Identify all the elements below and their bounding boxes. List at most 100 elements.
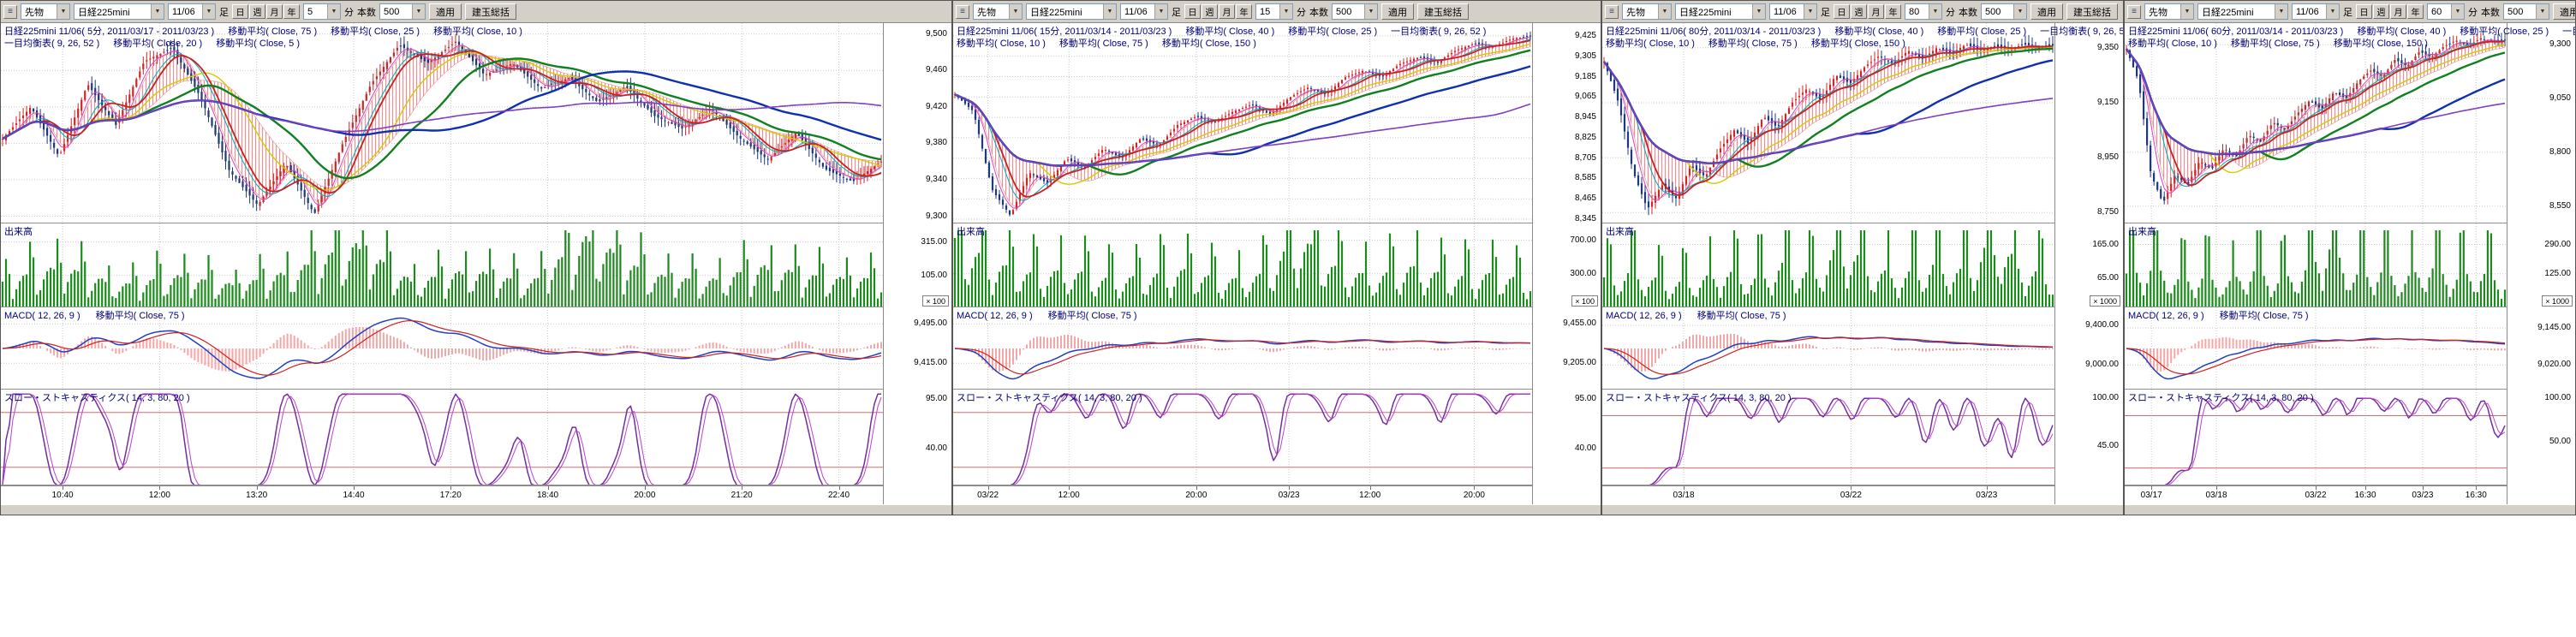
contract-month-select[interactable]: 11/06 ▼ (168, 3, 216, 20)
positions-summary-button[interactable]: 建玉総括 (1417, 3, 1469, 20)
apply-button[interactable]: 適用 (2030, 3, 2063, 20)
market-select[interactable]: 先物 ▼ (1622, 3, 1672, 20)
window-menu-icon[interactable]: ≡ (2127, 4, 2141, 19)
symbol-select[interactable]: 日経225mini ▼ (74, 3, 164, 20)
symbol-select[interactable]: 日経225mini ▼ (1026, 3, 1117, 20)
period-button-日[interactable]: 日 (1834, 4, 1850, 19)
time-axis-label: 21:20 (730, 491, 753, 500)
price-pane[interactable] (1602, 23, 2123, 223)
price-pane[interactable] (1, 23, 951, 223)
chevron-down-icon: ▼ (1752, 4, 1765, 19)
stoch-axis-label: 45.00 (2096, 441, 2119, 451)
market-select-value: 先物 (977, 7, 996, 18)
period-button-日[interactable]: 日 (1184, 4, 1201, 19)
chart-area: 日経225mini 11/06( 80分, 2011/03/14 - 2011/… (1602, 23, 2123, 515)
time-axis-label: 16:30 (2465, 491, 2487, 500)
symbol-select[interactable]: 日経225mini ▼ (1675, 3, 1766, 20)
volume-pane[interactable]: 出来高 (953, 223, 1601, 307)
period-button-月[interactable]: 月 (266, 4, 283, 19)
stoch-axis-label: 40.00 (925, 444, 947, 454)
volume-pane[interactable]: 出来高 (1, 223, 951, 307)
apply-button[interactable]: 適用 (1381, 3, 1414, 20)
contract-month-value: 11/06 (172, 6, 195, 17)
time-axis-label: 20:00 (1185, 491, 1208, 500)
market-select[interactable]: 先物 ▼ (973, 3, 1023, 20)
period-button-月[interactable]: 月 (1219, 4, 1235, 19)
price-axis-label: 9,460 (925, 65, 947, 75)
chart-window: ≡ 先物 ▼ 日経225mini ▼ 11/06 ▼ 足 日週月年 15 ▼ 分… (952, 0, 1601, 515)
time-axis-label: 14:40 (343, 491, 365, 500)
symbol-select-value: 日経225mini (1679, 7, 1732, 18)
macd-pane[interactable]: MACD( 12, 26, 9 ) 移動平均( Close, 75 ) (953, 307, 1601, 390)
volume-pane[interactable]: 出来高 (1602, 223, 2123, 307)
window-menu-icon[interactable]: ≡ (956, 4, 969, 19)
macd-axis-label: 9,145.00 (2537, 323, 2571, 332)
period-button-週[interactable]: 週 (249, 4, 265, 19)
time-tick (354, 486, 355, 490)
period-button-年[interactable]: 年 (2407, 4, 2424, 19)
bar-count-select[interactable]: 500 ▼ (1332, 3, 1378, 20)
chevron-down-icon: ▼ (1929, 4, 1941, 19)
apply-button[interactable]: 適用 (2553, 3, 2575, 20)
volume-chart-svg (953, 223, 1532, 307)
window-menu-icon[interactable]: ≡ (1605, 4, 1619, 19)
period-button-年[interactable]: 年 (1236, 4, 1252, 19)
time-tick (256, 486, 258, 490)
time-axis-label: 03/22 (2305, 491, 2327, 500)
contract-month-select[interactable]: 11/06 ▼ (1120, 3, 1168, 20)
apply-button[interactable]: 適用 (429, 3, 462, 20)
period-button-週[interactable]: 週 (1202, 4, 1218, 19)
bar-count-select[interactable]: 500 ▼ (379, 3, 426, 20)
period-button-年[interactable]: 年 (283, 4, 300, 19)
macd-axis-label: 9,455.00 (1563, 318, 1596, 329)
bar-count-select[interactable]: 500 ▼ (2503, 3, 2549, 20)
volume-axis-label: 300.00 (1570, 268, 1596, 278)
time-axis-label: 12:00 (1058, 491, 1080, 500)
minutes-select[interactable]: 60 ▼ (2427, 3, 2465, 20)
contract-month-select[interactable]: 11/06 ▼ (1769, 3, 1817, 20)
stochastics-pane[interactable]: スロー・ストキャスティクス( 14, 3, 80, 20 ) (1602, 390, 2123, 485)
window-menu-icon[interactable]: ≡ (3, 4, 17, 19)
time-tick (1851, 486, 1852, 490)
period-button-月[interactable]: 月 (1868, 4, 1884, 19)
price-pane[interactable] (2125, 23, 2575, 223)
period-button-週[interactable]: 週 (2373, 4, 2389, 19)
period-button-日[interactable]: 日 (2356, 4, 2372, 19)
minutes-select[interactable]: 80 ▼ (1905, 3, 1942, 20)
price-pane[interactable] (953, 23, 1601, 223)
price-axis-label: 9,500 (925, 28, 947, 39)
chart-toolbar: ≡ 先物 ▼ 日経225mini ▼ 11/06 ▼ 足 日週月年 80 ▼ 分… (1602, 1, 2123, 23)
bar-count-select[interactable]: 500 ▼ (1981, 3, 2027, 20)
contract-month-select[interactable]: 11/06 ▼ (2292, 3, 2340, 20)
market-select[interactable]: 先物 ▼ (2144, 3, 2194, 20)
price-axis-gutter: 9,350 9,150 8,950 8,750 165.00 65.00 9,400.00 9… (2054, 23, 2123, 504)
time-tick (987, 486, 989, 490)
time-tick (2151, 486, 2153, 490)
positions-summary-button[interactable]: 建玉総括 (465, 3, 516, 20)
price-chart-svg (2125, 23, 2507, 223)
chart-toolbar: ≡ 先物 ▼ 日経225mini ▼ 11/06 ▼ 足 日週月年 15 ▼ 分… (953, 1, 1601, 23)
period-button-月[interactable]: 月 (2390, 4, 2406, 19)
bar-count-value: 500 (1985, 6, 2001, 17)
positions-summary-button[interactable]: 建玉総括 (2066, 3, 2118, 20)
price-axis-label: 9,065 (1574, 92, 1596, 102)
time-axis-label: 13:20 (246, 491, 268, 500)
bar-count-label: 本数 (1959, 7, 1977, 18)
minutes-select[interactable]: 5 ▼ (303, 3, 341, 20)
market-select[interactable]: 先物 ▼ (21, 3, 70, 20)
stochastics-pane[interactable]: スロー・ストキャスティクス( 14, 3, 80, 20 ) (953, 390, 1601, 485)
macd-pane[interactable]: MACD( 12, 26, 9 ) 移動平均( Close, 75 ) (1602, 307, 2123, 390)
price-axis-gutter: 9,300 9,050 8,800 8,550 290.00 125.00 9,145.00… (2507, 23, 2575, 504)
stochastics-pane[interactable]: スロー・ストキャスティクス( 14, 3, 80, 20 ) (1, 390, 951, 485)
market-select-value: 先物 (2149, 7, 2168, 18)
period-button-週[interactable]: 週 (1851, 4, 1867, 19)
chart-window: ≡ 先物 ▼ 日経225mini ▼ 11/06 ▼ 足 日週月年 80 ▼ 分… (1601, 0, 2124, 515)
macd-pane[interactable]: MACD( 12, 26, 9 ) 移動平均( Close, 75 ) (1, 307, 951, 390)
chevron-down-icon: ▼ (2326, 4, 2339, 19)
symbol-select[interactable]: 日経225mini ▼ (2197, 3, 2288, 20)
minutes-select[interactable]: 15 ▼ (1255, 3, 1293, 20)
period-button-日[interactable]: 日 (232, 4, 248, 19)
period-button-年[interactable]: 年 (1885, 4, 1901, 19)
symbol-select-value: 日経225mini (78, 7, 130, 18)
